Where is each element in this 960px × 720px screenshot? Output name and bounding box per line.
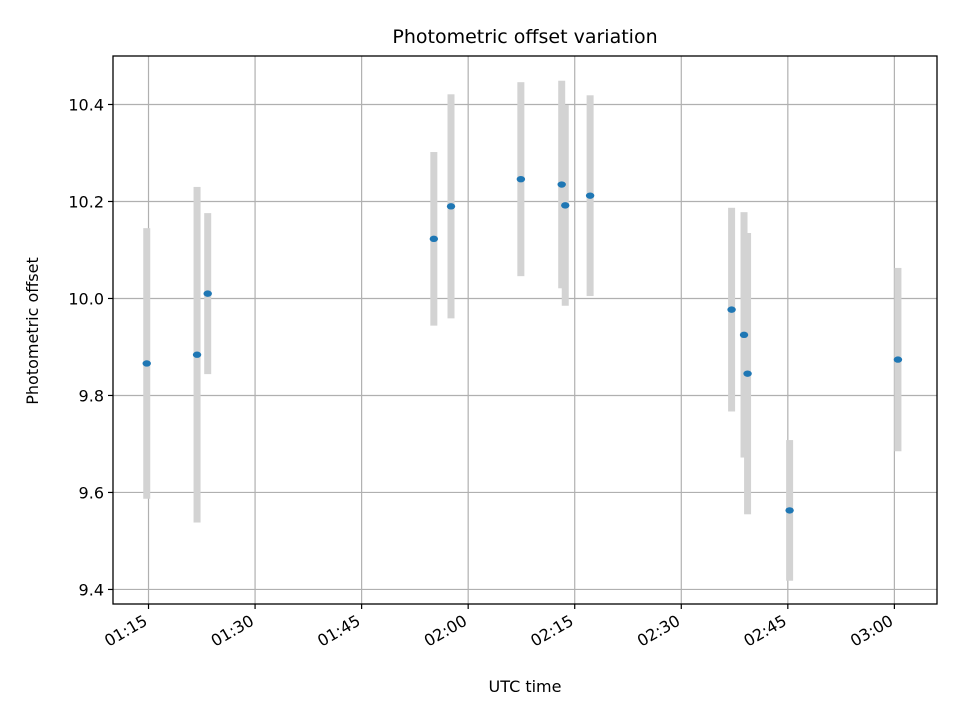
data-point — [739, 331, 749, 339]
data-point — [557, 181, 566, 188]
y-tick-label: 10.2 — [68, 192, 104, 211]
data-point — [727, 306, 736, 313]
data-point — [429, 235, 439, 243]
data-point — [142, 360, 151, 367]
data-point — [585, 192, 595, 199]
plot-frame — [112, 55, 938, 605]
data-points — [142, 175, 903, 514]
data-point — [893, 356, 903, 363]
x-axis-label: UTC time — [489, 677, 562, 696]
data-point — [446, 203, 456, 210]
data-point — [203, 290, 212, 297]
data-point — [785, 507, 794, 514]
data-point — [743, 370, 752, 377]
data-point — [516, 175, 526, 183]
data-point — [561, 202, 570, 209]
y-tick-label: 10.4 — [68, 95, 104, 114]
y-axis-label: Photometric offset — [23, 257, 42, 405]
grid — [113, 56, 937, 604]
y-tick-label: 9.8 — [79, 386, 104, 405]
y-tick-label: 9.6 — [79, 483, 104, 502]
y-tick-label: 9.4 — [79, 580, 104, 599]
chart-title: Photometric offset variation — [392, 26, 657, 48]
data-point — [192, 351, 202, 358]
y-tick-label: 10.0 — [68, 289, 104, 308]
